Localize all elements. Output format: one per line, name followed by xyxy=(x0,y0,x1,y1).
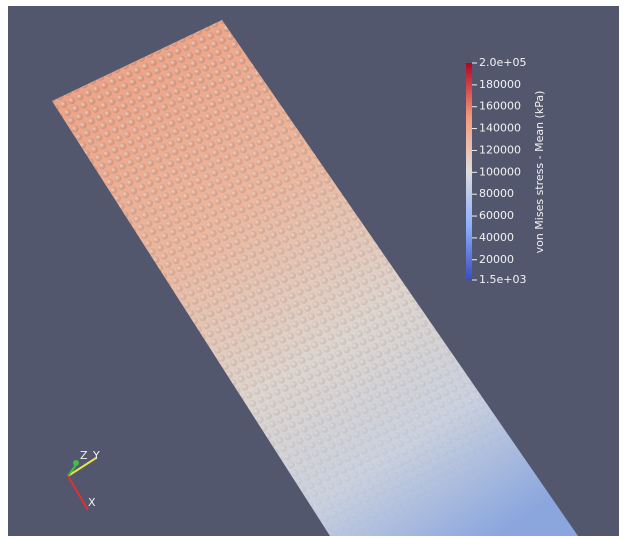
legend-title: von Mises stress - Mean (kPa) xyxy=(533,91,546,254)
axis-label: Z xyxy=(80,449,88,462)
tick-label: 1.5e+03 xyxy=(479,273,526,286)
tick-label: 140000 xyxy=(479,122,521,135)
tick-label: 2.0e+05 xyxy=(479,56,526,69)
tick-label: 180000 xyxy=(479,78,521,91)
tick-label: 120000 xyxy=(479,143,521,156)
tick-label: 40000 xyxy=(479,231,514,244)
axis-label: X xyxy=(88,496,96,509)
render-view: von Mises stress - Mean (kPa) Z Y X 2.0e… xyxy=(0,0,627,539)
tick-label: 60000 xyxy=(479,209,514,222)
tick-label: 80000 xyxy=(479,187,514,200)
color-bar xyxy=(466,63,472,280)
axis-label: Y xyxy=(92,449,100,462)
tick-label: 160000 xyxy=(479,100,521,113)
axis-z-tip xyxy=(73,460,79,466)
tick-label: 100000 xyxy=(479,165,521,178)
page: von Mises stress - Mean (kPa) Z Y X 2.0e… xyxy=(0,0,627,539)
tick-label: 20000 xyxy=(479,253,514,266)
